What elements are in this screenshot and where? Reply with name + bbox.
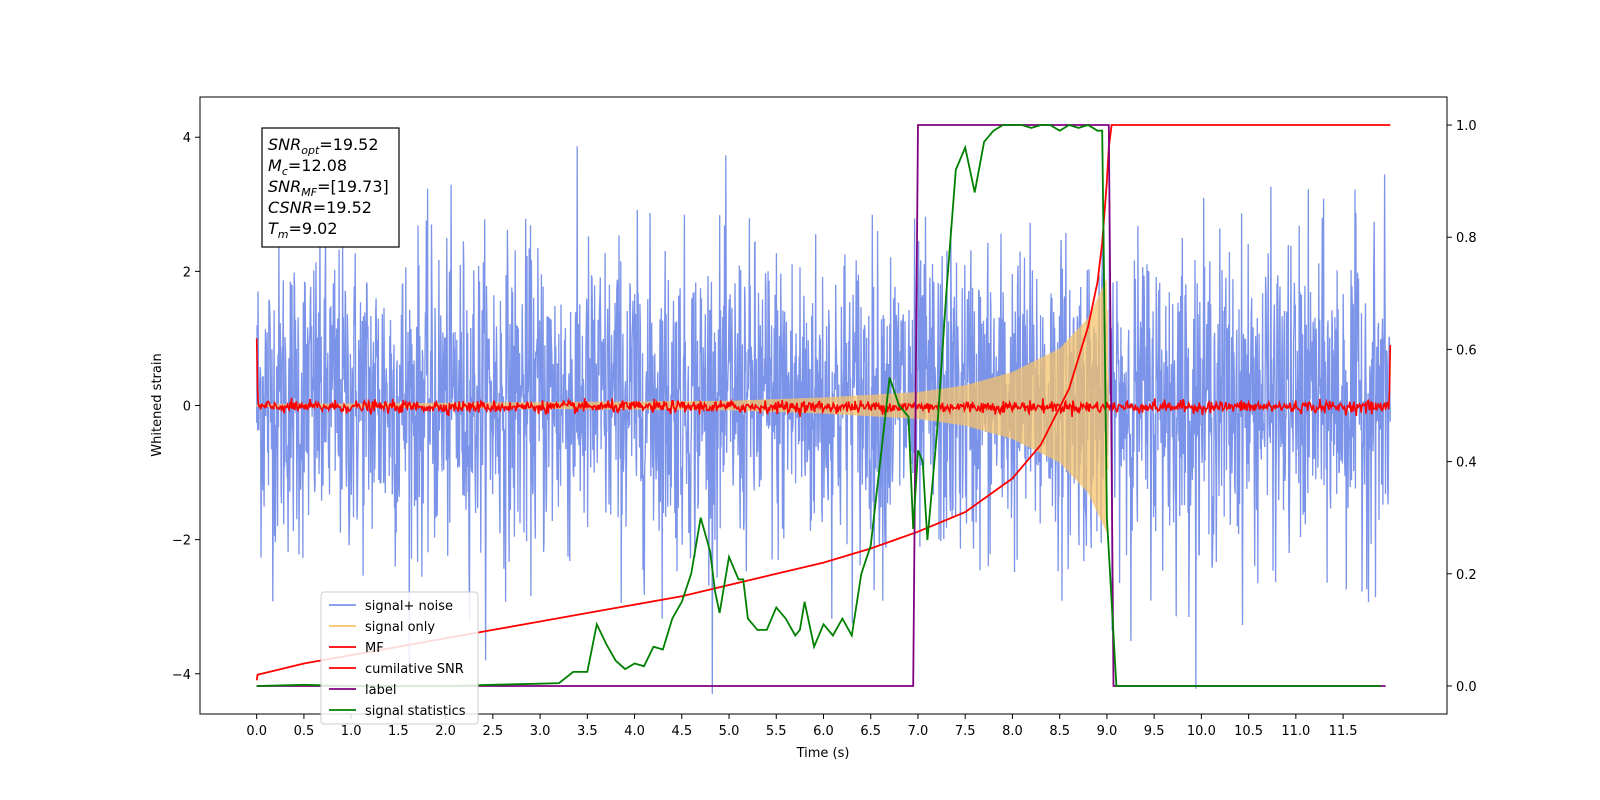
legend-frame <box>320 591 479 725</box>
x-tick-label: 1.0 <box>341 724 362 739</box>
x-tick-label: 7.0 <box>908 724 929 739</box>
y-tick-label: −4 <box>172 668 191 683</box>
x-tick-label: 5.0 <box>719 724 740 739</box>
x-tick-label: 9.5 <box>1144 724 1165 739</box>
x-tick-label: 0.5 <box>294 724 315 739</box>
x-tick-label: 11.0 <box>1281 724 1310 739</box>
y-axis-left: 4 2 0 −2 −4 <box>172 131 200 683</box>
y-tick-label: 2 <box>183 265 191 280</box>
x-tick-label: 2.5 <box>483 724 504 739</box>
x-tick-label: 10.5 <box>1234 724 1263 739</box>
x-tick-label: 8.0 <box>1002 724 1023 739</box>
x-tick-label: 7.5 <box>955 724 976 739</box>
info-box-line: Tm=9.02 <box>268 219 338 241</box>
series-mf <box>255 338 1392 418</box>
x-tick-label: 4.0 <box>624 724 645 739</box>
info-box-line: SNRMF=[19.73] <box>268 177 389 199</box>
x-tick-label: 0.0 <box>246 724 267 739</box>
info-box-frame <box>261 127 400 248</box>
legend-label: signal+ noise <box>365 599 453 614</box>
legend: signal+ noise signal only MF cumilative SNR… <box>320 591 479 725</box>
info-box-line: CSNR=19.52 <box>268 198 372 217</box>
y-tick-label: 4 <box>183 131 191 146</box>
x-tick-label: 5.5 <box>766 724 787 739</box>
y2-tick-label: 0.6 <box>1456 343 1477 358</box>
y-tick-label: 0 <box>183 400 191 415</box>
y2-tick-label: 1.0 <box>1456 119 1477 134</box>
x-tick-label: 6.0 <box>813 724 834 739</box>
y2-tick-label: 0.4 <box>1456 456 1477 471</box>
legend-label: label <box>365 683 396 698</box>
info-box-line: SNRopt=19.52 <box>268 135 379 157</box>
y-axis-right: 1.0 0.8 0.6 0.4 0.2 0.0 <box>1447 119 1477 695</box>
x-axis-label: Time (s) <box>796 746 850 761</box>
info-box-line: Mc=12.08 <box>268 156 347 178</box>
legend-label: MF <box>365 641 384 656</box>
series-signal-statistics <box>256 124 1381 687</box>
y2-tick-label: 0.2 <box>1456 568 1477 583</box>
x-tick-label: 8.5 <box>1049 724 1070 739</box>
x-tick-label: 6.5 <box>860 724 881 739</box>
x-tick-label: 2.0 <box>435 724 456 739</box>
x-tick-label: 3.0 <box>530 724 551 739</box>
x-tick-label: 3.5 <box>577 724 598 739</box>
x-tick-label: 9.0 <box>1097 724 1118 739</box>
info-box: SNRopt=19.52Mc=12.08SNRMF=[19.73]CSNR=19… <box>261 127 400 248</box>
legend-label: cumilative SNR <box>365 662 464 677</box>
y2-tick-label: 0.8 <box>1456 231 1477 246</box>
x-tick-label: 10.0 <box>1187 724 1216 739</box>
legend-label: signal only <box>365 620 435 635</box>
x-axis: 0.0 0.5 1.0 1.5 2.0 2.5 3.0 3.5 4.0 4.5 5.0 5.5 6.0 6… <box>246 714 1358 739</box>
legend-label: signal statistics <box>365 704 466 719</box>
x-tick-label: 4.5 <box>671 724 692 739</box>
x-tick-label: 11.5 <box>1329 724 1358 739</box>
y2-tick-label: 0.0 <box>1456 680 1477 695</box>
y-tick-label: −2 <box>172 534 191 549</box>
y-axis-label: Whitened strain <box>150 353 165 456</box>
x-tick-label: 1.5 <box>388 724 409 739</box>
